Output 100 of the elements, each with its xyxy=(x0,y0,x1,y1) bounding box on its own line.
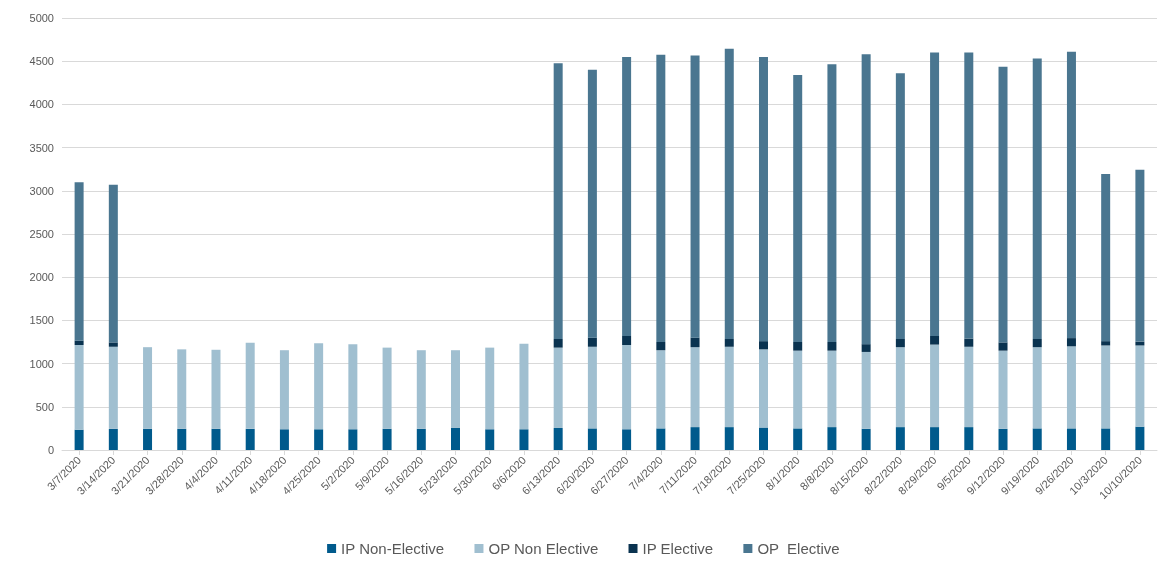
bar xyxy=(793,342,803,351)
bar xyxy=(690,337,700,348)
bar xyxy=(930,344,940,428)
bar xyxy=(656,428,666,450)
bar xyxy=(451,427,461,450)
bar xyxy=(690,427,700,450)
bar xyxy=(348,344,358,430)
bar xyxy=(519,343,529,430)
bar xyxy=(416,350,426,429)
bar xyxy=(758,341,768,350)
bar xyxy=(622,345,632,430)
bar xyxy=(861,428,871,450)
bar xyxy=(553,338,563,348)
bar xyxy=(416,428,426,450)
bar xyxy=(622,335,632,346)
bar xyxy=(1101,173,1111,342)
bar xyxy=(1066,51,1076,339)
bar xyxy=(895,338,905,348)
bar xyxy=(895,427,905,450)
bar xyxy=(553,347,563,428)
bar xyxy=(758,56,768,342)
bar xyxy=(587,69,597,338)
bar xyxy=(1101,341,1111,346)
y-tick-label: 4500 xyxy=(29,55,54,68)
bar xyxy=(177,349,187,429)
bar xyxy=(485,347,495,430)
bar xyxy=(964,52,974,339)
bar xyxy=(1066,346,1076,429)
y-tick-label: 3000 xyxy=(29,184,54,197)
bar xyxy=(827,427,837,450)
bar xyxy=(861,54,871,345)
bar xyxy=(724,427,734,450)
bar xyxy=(245,428,255,450)
bar xyxy=(108,346,118,429)
bar xyxy=(793,428,803,450)
bar xyxy=(108,184,118,343)
bar xyxy=(1032,347,1042,429)
bar xyxy=(177,428,187,450)
bar xyxy=(1101,428,1111,450)
bar xyxy=(1135,345,1145,427)
bar xyxy=(1135,169,1145,342)
y-tick-label: 4000 xyxy=(29,98,54,111)
bar xyxy=(314,343,324,430)
bar xyxy=(827,342,837,351)
bar xyxy=(245,342,255,429)
bar xyxy=(930,427,940,450)
bar xyxy=(793,75,803,342)
bar xyxy=(724,338,734,347)
bar xyxy=(451,350,461,428)
bar xyxy=(382,347,392,429)
bar xyxy=(827,64,837,342)
y-tick-label: 0 xyxy=(47,444,54,456)
bar xyxy=(279,350,289,430)
bar xyxy=(1032,338,1042,348)
y-tick-label: 3500 xyxy=(29,141,54,154)
bar xyxy=(1032,58,1042,339)
bar xyxy=(1066,338,1076,347)
bar xyxy=(656,350,666,429)
bar xyxy=(1032,428,1042,450)
bar xyxy=(656,342,666,351)
bar xyxy=(143,428,153,450)
bar xyxy=(758,427,768,450)
bar xyxy=(758,349,768,428)
bar xyxy=(998,342,1008,351)
bar xyxy=(622,56,632,336)
bar xyxy=(314,429,324,450)
bar xyxy=(382,428,392,450)
y-tick-label: 2000 xyxy=(29,271,54,284)
bar xyxy=(74,340,84,346)
bar xyxy=(895,73,905,339)
y-tick-label: 5000 xyxy=(29,12,54,24)
bar xyxy=(587,346,597,429)
bar xyxy=(143,347,153,429)
bar xyxy=(108,428,118,450)
bar xyxy=(587,428,597,450)
bar xyxy=(74,345,84,430)
bar xyxy=(519,429,529,450)
bar xyxy=(964,427,974,450)
bar xyxy=(861,344,871,352)
bar xyxy=(553,427,563,450)
bar xyxy=(553,63,563,339)
y-tick-label: 1500 xyxy=(29,314,54,327)
y-tick-label: 500 xyxy=(35,400,54,413)
bar xyxy=(998,428,1008,450)
bar xyxy=(211,349,221,429)
y-tick-label: 2500 xyxy=(29,228,54,240)
bar xyxy=(1066,428,1076,450)
bar xyxy=(724,346,734,428)
legend-label: IP Non-Elective xyxy=(341,540,445,557)
bar xyxy=(724,48,734,339)
bar xyxy=(690,347,700,428)
bar xyxy=(211,428,221,450)
bar xyxy=(1135,426,1145,450)
bar xyxy=(793,350,803,429)
legend-label: OP Non Elective xyxy=(488,540,599,557)
bar xyxy=(930,52,940,336)
bar xyxy=(348,429,358,450)
bar xyxy=(74,182,84,341)
bar xyxy=(895,347,905,428)
bar xyxy=(827,350,837,428)
